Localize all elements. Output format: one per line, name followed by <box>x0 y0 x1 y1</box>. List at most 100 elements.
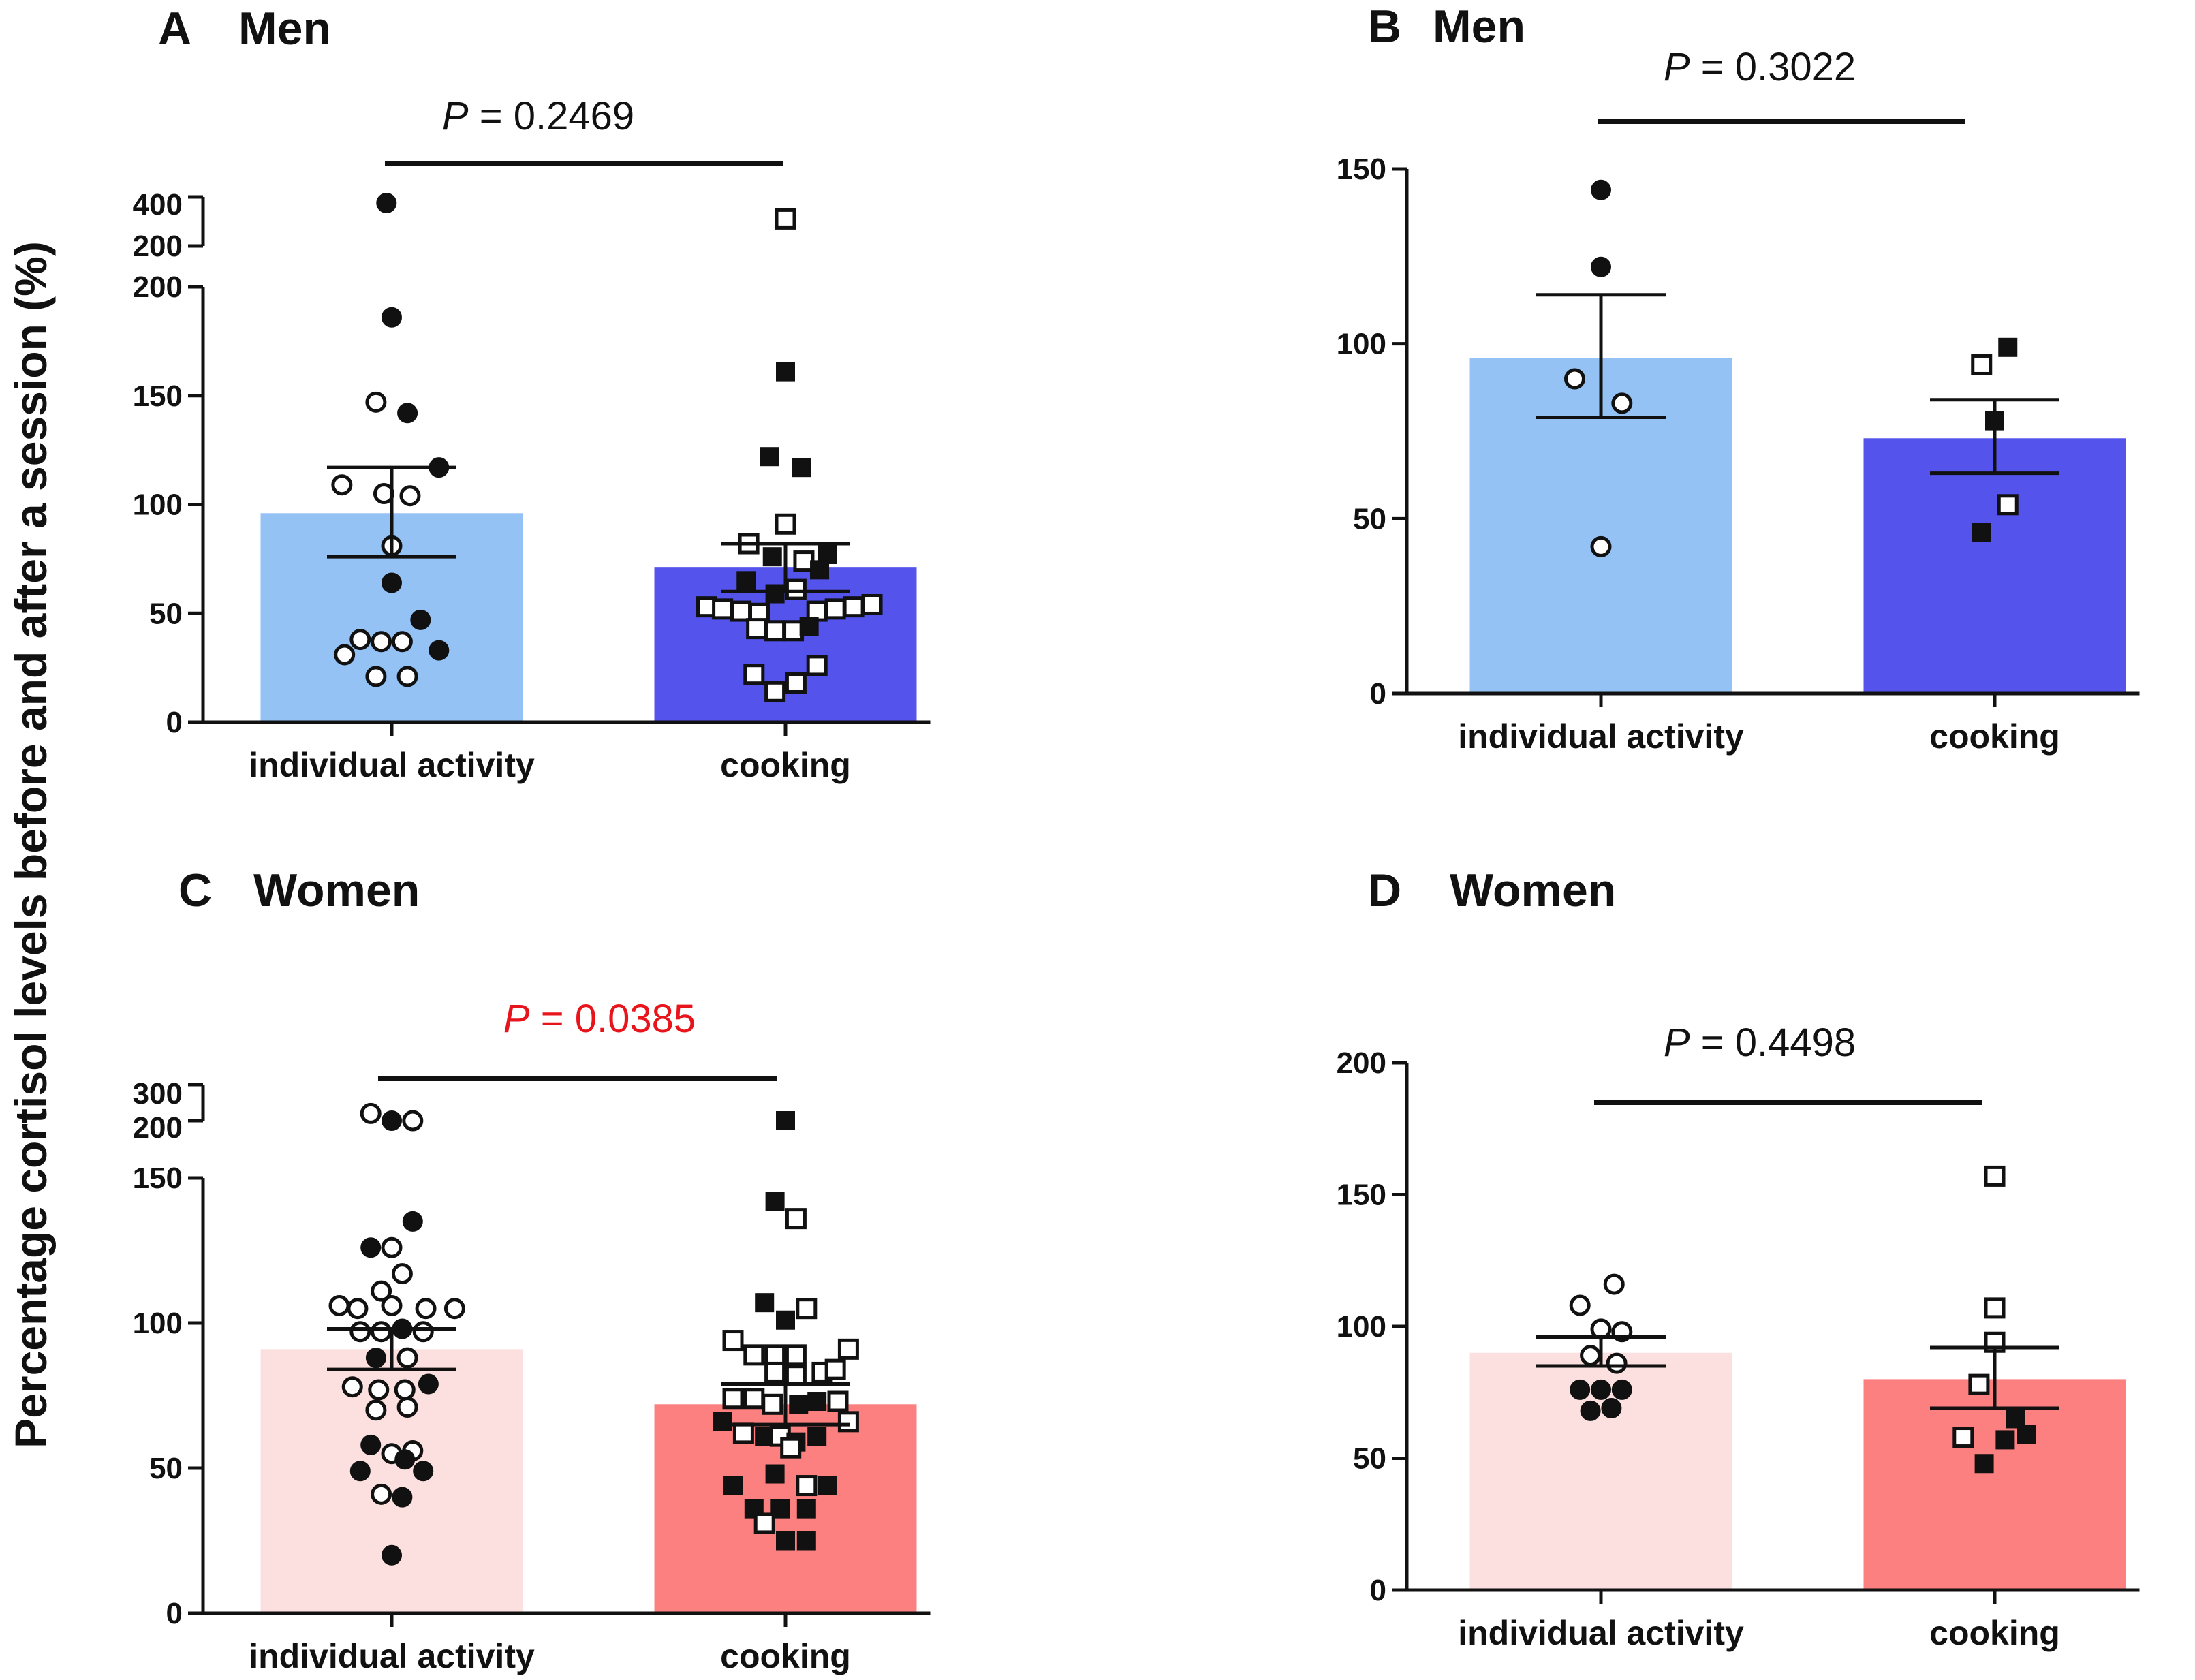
data-point <box>723 1476 743 1495</box>
data-point <box>341 1376 363 1398</box>
panel-title: Women <box>253 865 420 916</box>
y-tick-label: 100 <box>133 488 183 522</box>
panel-b: B Men 0 50 100 150 individual activity cooking P… <box>1337 1 2140 756</box>
data-point <box>392 1487 413 1508</box>
panel-c: C Women 0 50 100 150 individual activity cookin… <box>133 865 931 1675</box>
data-point <box>796 1298 818 1320</box>
data-point <box>402 1110 424 1132</box>
data-point <box>722 1388 744 1410</box>
data-point <box>1601 1397 1622 1418</box>
data-point <box>765 1464 785 1484</box>
data-point <box>371 1321 392 1343</box>
data-point <box>1570 1379 1591 1400</box>
data-point <box>410 609 431 630</box>
data-point <box>413 1461 434 1482</box>
data-point <box>1580 1400 1601 1421</box>
p-value: = 0.4498 <box>1690 1021 1856 1065</box>
panel-d: D Women 0 50 100 150 200 individual activity coo… <box>1337 865 2140 1652</box>
data-point <box>785 1208 807 1230</box>
y-tick-label: 150 <box>133 379 183 413</box>
data-point <box>785 1365 807 1386</box>
y-tick-label: 200 <box>133 270 183 304</box>
data-point <box>360 1102 382 1124</box>
data-point <box>365 1399 387 1421</box>
data-point <box>799 617 819 636</box>
data-point <box>1564 368 1585 390</box>
data-point <box>347 1298 369 1320</box>
data-point <box>762 547 782 567</box>
p-value-label: P = 0.4498 <box>1664 1021 1856 1065</box>
data-point <box>776 1111 795 1130</box>
data-point <box>746 618 768 640</box>
y-tick-label: 50 <box>149 597 183 630</box>
x-category-label: individual activity <box>249 746 535 784</box>
y-tick-label: 100 <box>133 1307 183 1340</box>
data-point <box>796 1475 818 1497</box>
data-point <box>1590 1318 1612 1340</box>
data-point <box>349 629 371 651</box>
data-point <box>397 403 418 424</box>
x-category-label: cooking <box>720 746 851 784</box>
data-point <box>371 1483 392 1505</box>
data-point <box>785 578 807 600</box>
data-point <box>722 1330 744 1352</box>
y-tick-label: 300 <box>133 1077 183 1110</box>
data-point <box>365 666 387 687</box>
panel-a: A Men 0 50 100 150 200 individual activity cooki… <box>133 3 931 784</box>
data-point <box>1611 1379 1632 1400</box>
data-point <box>837 1411 859 1433</box>
data-point <box>371 1280 392 1302</box>
data-point <box>1603 1273 1625 1295</box>
data-point <box>1569 1294 1591 1316</box>
x-category-label: individual activity <box>1458 1614 1744 1652</box>
p-symbol: P <box>1664 1021 1690 1065</box>
data-point <box>396 666 418 687</box>
data-point <box>382 572 402 593</box>
data-point <box>837 1338 859 1360</box>
data-point <box>764 681 786 702</box>
data-point <box>2006 1409 2025 1429</box>
y-tick-label: 200 <box>133 230 183 263</box>
data-point <box>810 560 830 580</box>
data-point <box>1972 523 1991 542</box>
data-point <box>368 1379 390 1401</box>
data-point <box>765 1192 785 1211</box>
data-point <box>415 1298 437 1320</box>
data-point <box>861 593 883 615</box>
data-point <box>789 1395 809 1414</box>
data-point <box>793 550 815 572</box>
data-point <box>764 1344 786 1366</box>
data-point <box>381 1236 403 1258</box>
data-point <box>713 1412 732 1431</box>
data-point <box>818 1476 837 1495</box>
data-point <box>418 1373 439 1395</box>
y-tick-label: 0 <box>1370 1574 1386 1607</box>
p-symbol: P <box>1664 45 1690 89</box>
data-point <box>1591 1379 1611 1400</box>
data-point <box>376 193 397 213</box>
panel-letter: B <box>1368 1 1401 52</box>
data-point <box>1611 392 1633 414</box>
x-category-label: individual activity <box>1458 717 1744 756</box>
data-point <box>443 1298 465 1320</box>
data-point <box>1995 1430 2015 1450</box>
data-point <box>775 513 796 535</box>
data-point <box>780 1437 802 1459</box>
data-point <box>391 1263 413 1285</box>
x-category-label: cooking <box>1929 717 2060 756</box>
data-point <box>753 1512 775 1534</box>
data-point <box>402 1211 423 1232</box>
data-point <box>331 474 353 496</box>
data-point <box>824 1358 846 1380</box>
data-point <box>334 644 356 666</box>
bar <box>260 1349 523 1613</box>
data-point <box>762 1393 783 1415</box>
y-tick-label: 50 <box>1353 502 1386 535</box>
data-point <box>394 1449 416 1470</box>
data-point <box>328 1294 350 1316</box>
panel-letter: A <box>158 3 191 55</box>
bar <box>1863 1379 2126 1590</box>
p-value: = 0.0385 <box>530 997 696 1041</box>
data-point <box>349 1321 371 1343</box>
data-point <box>712 598 734 620</box>
